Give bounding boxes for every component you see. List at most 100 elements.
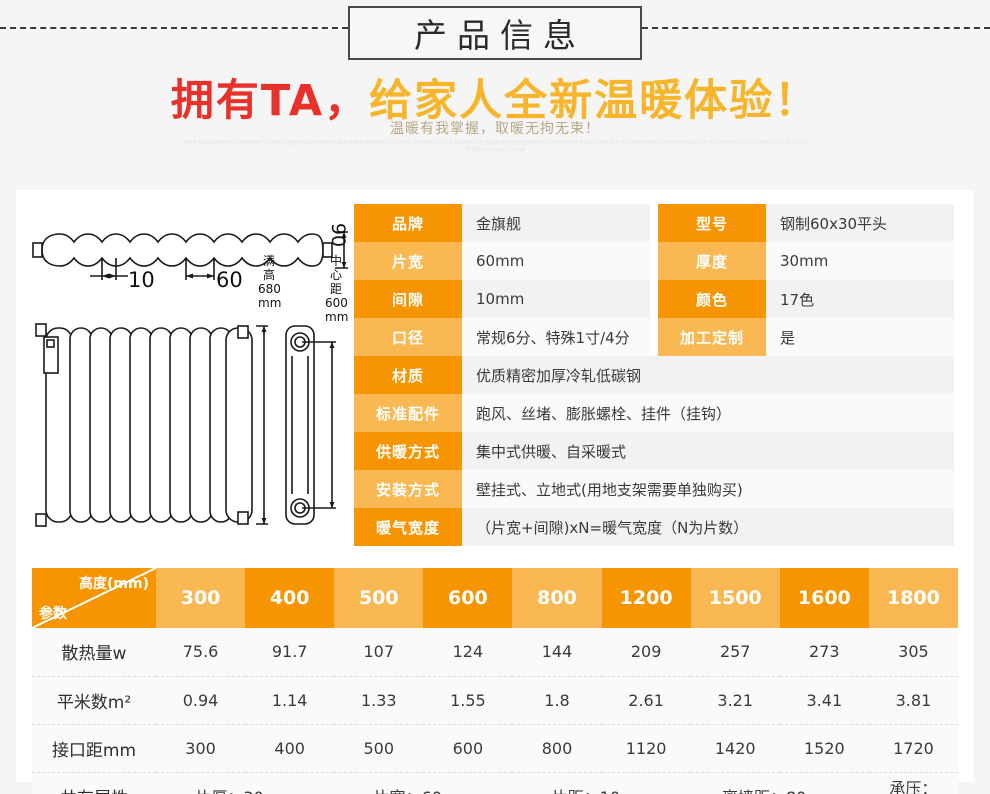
table-corner-cell: 高度(mm) 参数 bbox=[32, 568, 156, 628]
page-title: 产品信息 bbox=[414, 16, 586, 55]
cell-square-meters-400: 1.14 bbox=[245, 675, 335, 724]
cell-connection-distance-1600: 1520 bbox=[779, 723, 869, 772]
column-header-1200: 1200 bbox=[601, 568, 691, 628]
spec-key-gap: 间隙 bbox=[354, 280, 462, 318]
cell-square-meters-1200: 2.61 bbox=[601, 675, 691, 724]
cell-heat-output-1500: 257 bbox=[719, 642, 751, 662]
spec-key-standard-accessories: 标准配件 bbox=[354, 394, 462, 432]
radiator-front-and-side-view-drawing bbox=[35, 323, 336, 527]
cell-heat-output-500: 107 bbox=[363, 642, 395, 662]
spec-value-color: 17色 bbox=[766, 280, 954, 318]
label-full-height-char-2: 高 bbox=[262, 268, 275, 282]
spec-value-model: 钢制60x30平头 bbox=[766, 204, 954, 242]
spec-key-heating-method: 供暖方式 bbox=[354, 432, 462, 470]
spec-value-brand: 金旗舰 bbox=[462, 204, 650, 242]
cell-square-meters-800: 1.8 bbox=[512, 675, 602, 724]
table-row: 接口距mm 300 400 500 600 800 1120 1420 1520… bbox=[32, 723, 958, 772]
corner-label-parameter: 参数 bbox=[39, 606, 67, 622]
content-panel: 90 10 60 bbox=[16, 190, 974, 794]
cell-heat-output-1800: 305 bbox=[898, 642, 929, 662]
spec-row: 标准配件 跑风、丝堵、膨胀螺栓、挂件（挂钩） bbox=[354, 394, 954, 432]
cell-connection-distance-1500: 1420 bbox=[690, 723, 780, 772]
cell-connection-distance-1200: 1120 bbox=[601, 723, 691, 772]
spec-column-spacer bbox=[650, 242, 658, 280]
spec-column-spacer bbox=[650, 204, 658, 242]
cell-connection-distance-400: 400 bbox=[245, 723, 335, 772]
dimension-label-depth: 90 bbox=[326, 222, 349, 248]
corner-label-height: 高度(mm) bbox=[79, 576, 149, 592]
spec-key-fin-width: 片宽 bbox=[354, 242, 462, 280]
spec-value-thickness: 30mm bbox=[766, 242, 954, 280]
cell-square-meters-500: 1.33 bbox=[334, 675, 424, 724]
column-header-1500: 1500 bbox=[690, 568, 780, 628]
cell-heat-output-1200: 209 bbox=[630, 642, 662, 662]
dimension-label-gap: 10 bbox=[128, 268, 155, 292]
spec-row: 供暖方式 集中式供暖、自采暖式 bbox=[354, 432, 954, 470]
headline-gold-part: 给家人全新温暖体验！ bbox=[369, 76, 820, 126]
spec-row: 暖气宽度 （片宽+间隙)xN=暖气宽度（N为片数） bbox=[354, 508, 954, 546]
spec-value-material: 优质精密加厚冷轧低碳钢 bbox=[462, 356, 954, 394]
spec-value-fin-width: 60mm bbox=[462, 242, 650, 280]
cell-common-wall-distance: 离墙距：80mm bbox=[690, 771, 869, 794]
label-center-distance-char-1: 中 bbox=[329, 254, 342, 268]
spec-key-brand: 品牌 bbox=[354, 204, 462, 242]
spec-value-customization: 是 bbox=[766, 318, 954, 356]
parameter-table: 高度(mm) 参数 300 400 500 600 800 1200 1500 … bbox=[32, 568, 958, 794]
cell-connection-distance-300: 300 bbox=[156, 723, 246, 772]
radiator-top-view-drawing bbox=[32, 231, 348, 280]
spec-value-installation-method: 壁挂式、立地式(用地支架需要单独购买) bbox=[462, 470, 954, 508]
label-full-height-value: 680 bbox=[258, 282, 281, 296]
subheadline: 温暖有我掌握，取暖无拘无束！ bbox=[390, 121, 600, 137]
background-watermark-text: 温暖有我掌握取暖无拘无束钢制暖气片家用水暖壁挂式集中供暖自采暖散热器金旗舰钢制6… bbox=[182, 140, 808, 153]
table-row: 平米数m² 0.94 1.14 1.33 1.55 1.8 2.61 3.21 … bbox=[32, 675, 958, 724]
technical-drawings: 90 10 60 bbox=[30, 194, 356, 554]
spec-key-color: 颜色 bbox=[658, 280, 766, 318]
cell-square-meters-1600: 3.41 bbox=[779, 675, 869, 724]
table-header-row: 高度(mm) 参数 300 400 500 600 800 1200 1500 … bbox=[32, 568, 958, 628]
column-header-300: 300 bbox=[156, 568, 246, 628]
cell-common-fin-thickness: 片厚：30mm bbox=[156, 771, 335, 794]
spec-value-radiator-width: （片宽+间隙)xN=暖气宽度（N为片数） bbox=[462, 508, 954, 546]
label-center-distance-value: 600 bbox=[325, 296, 348, 310]
cell-connection-distance-600: 600 bbox=[423, 723, 513, 772]
diagonal-divider-line bbox=[32, 568, 156, 628]
page-title-box: 产品信息 bbox=[348, 6, 642, 60]
spec-value-heating-method: 集中式供暖、自采暖式 bbox=[462, 432, 954, 470]
cell-common-fin-pitch: 片距：10mm bbox=[512, 771, 691, 794]
label-full-height-unit: mm bbox=[258, 296, 282, 310]
cell-heat-output-400: 91.7 bbox=[271, 642, 308, 662]
label-center-distance-char-3: 距 bbox=[329, 282, 342, 296]
label-center-distance-char-2: 心 bbox=[329, 268, 342, 282]
cell-heat-output-600: 124 bbox=[452, 642, 484, 662]
header-dash-line-left bbox=[0, 27, 348, 29]
column-header-500: 500 bbox=[334, 568, 424, 628]
spec-row: 口径 常规6分、特殊1寸/4分 加工定制 是 bbox=[354, 318, 954, 356]
cell-connection-distance-500: 500 bbox=[334, 723, 424, 772]
table-row: 散热量w 75.6 91.7 107 124 144 209 257 273 3… bbox=[32, 628, 958, 676]
spec-key-model: 型号 bbox=[658, 204, 766, 242]
dimension-label-fin-width: 60 bbox=[216, 268, 243, 292]
cell-square-meters-300: 0.94 bbox=[156, 675, 246, 724]
parameter-table-body: 散热量w 75.6 91.7 107 124 144 209 257 273 3… bbox=[32, 628, 958, 794]
row-label-square-meters: 平米数m² bbox=[32, 675, 156, 724]
spec-value-standard-accessories: 跑风、丝堵、膨胀螺栓、挂件（挂钩） bbox=[462, 394, 954, 432]
spec-row: 品牌 金旗舰 型号 钢制60x30平头 bbox=[354, 204, 954, 242]
spec-row: 间隙 10mm 颜色 17色 bbox=[354, 280, 954, 318]
cell-heat-output-800: 144 bbox=[541, 642, 573, 662]
table-row: 共有属性 片厚：30mm 片宽：60mm 片距：10mm 离墙距：80mm 承压… bbox=[32, 771, 958, 794]
spec-key-caliber: 口径 bbox=[354, 318, 462, 356]
label-center-distance: 中 心 距 600 mm bbox=[325, 254, 348, 324]
spec-key-material: 材质 bbox=[354, 356, 462, 394]
column-header-800: 800 bbox=[512, 568, 602, 628]
specification-table: 品牌 金旗舰 型号 钢制60x30平头 片宽 60mm 厚度 30mm 间隙 1… bbox=[354, 204, 954, 546]
column-header-1800: 1800 bbox=[868, 568, 958, 628]
column-header-1600: 1600 bbox=[779, 568, 869, 628]
cell-connection-distance-1800: 1720 bbox=[868, 723, 958, 772]
column-header-400: 400 bbox=[245, 568, 335, 628]
spec-value-gap: 10mm bbox=[462, 280, 650, 318]
spec-key-installation-method: 安装方式 bbox=[354, 470, 462, 508]
spec-value-caliber: 常规6分、特殊1寸/4分 bbox=[462, 318, 650, 356]
headline-red-part: 拥有TA， bbox=[170, 76, 370, 126]
spec-column-spacer bbox=[650, 318, 658, 356]
